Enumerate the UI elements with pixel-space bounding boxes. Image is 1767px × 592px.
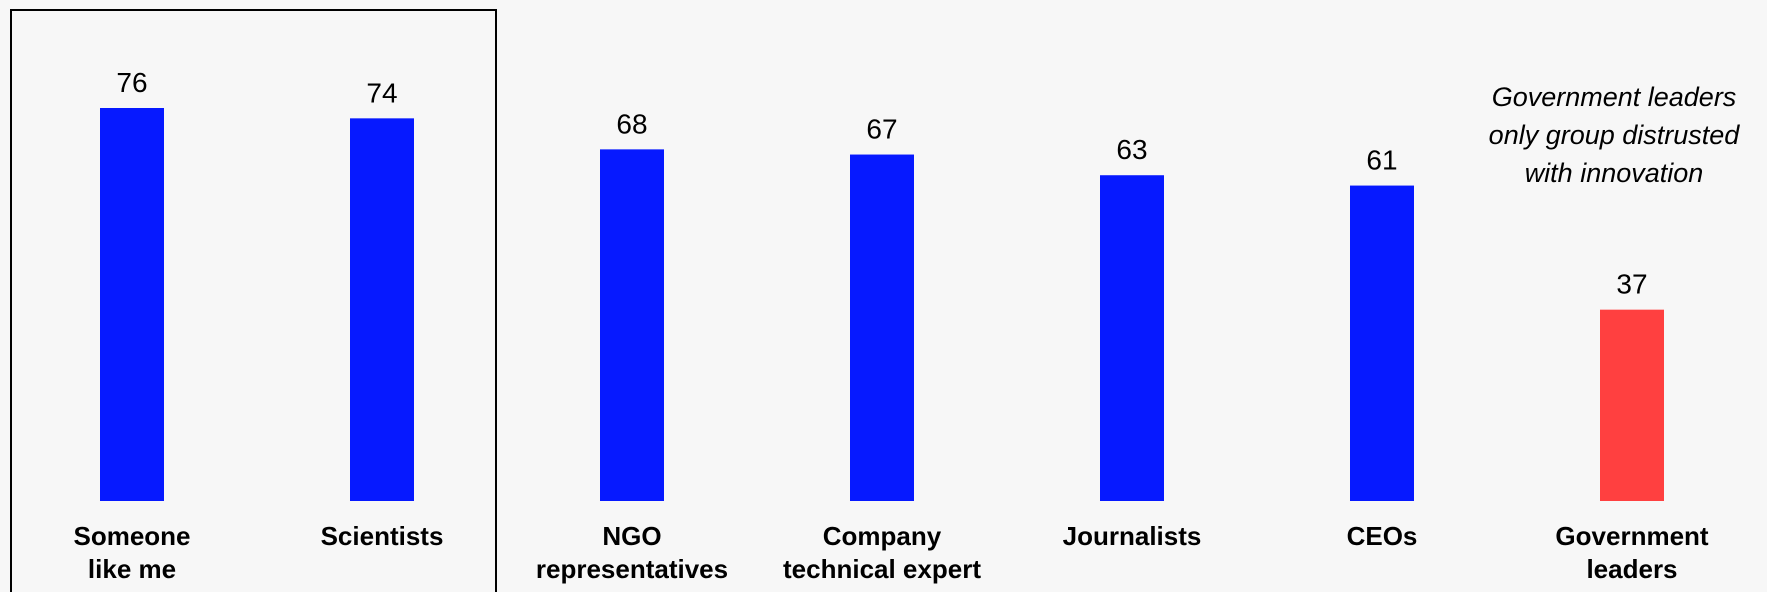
category-labels-group: Someone like me Scientists NGO representativ… — [73, 521, 1708, 584]
value-label-government-leaders: 37 — [1616, 269, 1647, 300]
category-label-company-technical-expert: Company technical expert — [783, 521, 981, 584]
annotation-line: only group distrusted — [1489, 120, 1741, 150]
category-label-journalists: Journalists — [1063, 521, 1202, 551]
value-label-ceos: 61 — [1366, 145, 1397, 176]
bar-scientists — [350, 118, 414, 501]
category-label-someone-like-me: Someone like me — [73, 521, 190, 584]
value-label-someone-like-me: 76 — [116, 67, 147, 98]
value-labels-group: 76 74 68 67 63 61 37 — [116, 67, 1647, 300]
value-label-journalists: 63 — [1116, 134, 1147, 165]
bar-company-technical-expert — [850, 154, 914, 501]
highlight-box — [10, 9, 497, 592]
annotation-line: with innovation — [1525, 158, 1704, 188]
value-label-company-technical-expert: 67 — [866, 114, 897, 145]
category-label-scientists: Scientists — [321, 521, 444, 551]
bar-someone-like-me — [100, 108, 164, 501]
bar-ceos — [1350, 185, 1414, 501]
value-label-ngo-representatives: 68 — [616, 108, 647, 139]
annotation: Government leaders only group distrusted w… — [1489, 82, 1741, 188]
value-label-scientists: 74 — [366, 77, 397, 108]
bars-group — [100, 108, 1664, 502]
bar-ngo-representatives — [600, 149, 664, 502]
bar-government-leaders — [1600, 309, 1664, 501]
category-label-ceos: CEOs — [1347, 521, 1418, 551]
bar-journalists — [1100, 175, 1164, 501]
category-label-ngo-representatives: NGO representatives — [536, 521, 728, 584]
category-label-government-leaders: Government leaders — [1555, 521, 1708, 584]
annotation-line: Government leaders — [1492, 82, 1737, 112]
